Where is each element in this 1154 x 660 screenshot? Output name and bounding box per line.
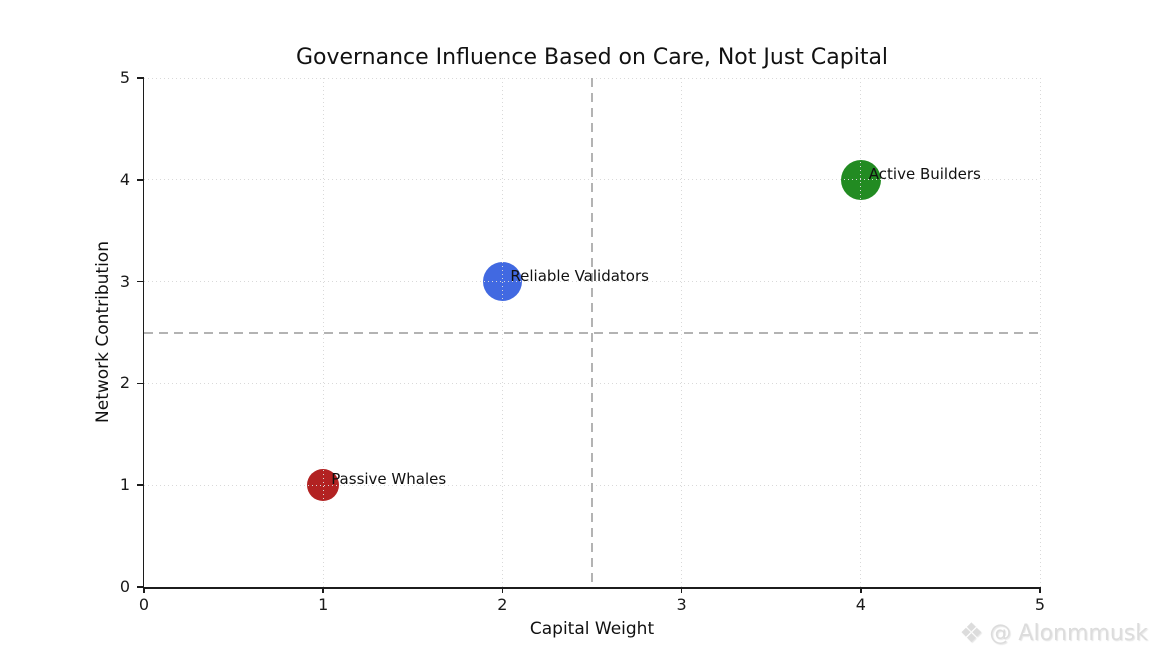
plot-area: Passive Whales Reliable Validators Active …: [120, 68, 1045, 614]
x-tick-label: 4: [855, 595, 866, 614]
watermark: ❖ @ Alonmmusk: [959, 620, 1148, 647]
x-tick-label: 3: [676, 595, 687, 614]
x-tick-label: 0: [138, 595, 150, 614]
x-tick-label: 1: [318, 595, 329, 614]
four-diamond-icon: ❖: [959, 618, 984, 649]
x-axis-label: Capital Weight: [529, 619, 655, 639]
y-tick-mark: [137, 77, 144, 79]
x-tick-mark: [143, 587, 145, 593]
x-tick-mark: [1039, 587, 1041, 593]
y-tick-label: 3: [119, 271, 130, 291]
watermark-text: @ Alonmmusk: [989, 621, 1148, 646]
x-tick-mark: [322, 587, 324, 593]
bubble-label: Passive Whales: [331, 470, 447, 489]
x-tick-label: 2: [497, 595, 508, 614]
y-tick-label: 4: [119, 169, 130, 189]
y-tick-label: 0: [119, 577, 130, 596]
bubble-label: Active Builders: [868, 164, 981, 183]
y-tick-label: 1: [119, 475, 130, 495]
grid-line-vertical: [1039, 78, 1041, 587]
x-tick-mark: [501, 587, 504, 593]
y-tick-mark: [137, 586, 144, 588]
x-tick-mark: [680, 587, 683, 593]
x-axis-spine: [142, 587, 1041, 589]
x-tick-label: 5: [1034, 595, 1046, 614]
y-tick-mark: [137, 280, 144, 283]
x-tick-mark: [860, 587, 862, 593]
chart-title: Governance Influence Based on Care, Not …: [295, 45, 889, 70]
y-tick-mark: [137, 484, 144, 486]
y-tick-label: 5: [119, 68, 130, 87]
y-tick-mark: [137, 179, 144, 181]
bubble-label: Reliable Validators: [510, 266, 649, 285]
reference-line-horizontal: [144, 331, 1040, 334]
y-axis-label: Network Contribution: [93, 241, 113, 423]
y-tick-mark: [137, 382, 144, 385]
y-axis-spine: [142, 78, 144, 588]
y-tick-label: 2: [119, 373, 130, 393]
